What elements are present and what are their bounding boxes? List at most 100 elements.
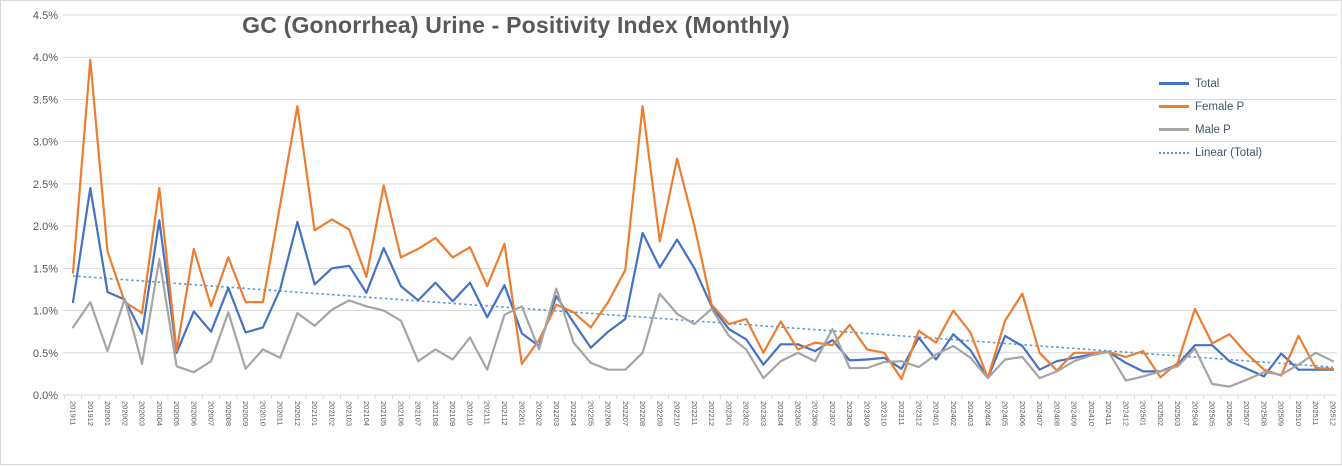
x-axis-tick-label: 202008 <box>224 401 233 426</box>
x-axis-ticks <box>63 395 1342 399</box>
x-axis-tick-label: 202505 <box>1208 401 1217 426</box>
x-axis-tick-label: 202012 <box>293 401 302 426</box>
series-line-male-p <box>71 257 1335 388</box>
x-axis-tick-label: 202002 <box>120 401 129 426</box>
x-axis-tick-label: 202301 <box>724 401 733 426</box>
y-axis-tick-label: 0.0% <box>33 390 58 402</box>
x-axis-tick-label: 202302 <box>742 401 751 426</box>
x-axis-tick-label: 202507 <box>1242 401 1251 426</box>
x-axis-tick-label: 202005 <box>172 401 181 426</box>
x-axis-tick-label: 202502 <box>1156 401 1165 426</box>
x-axis-labels: 201911 201912 202001 202002 202003 202004 2020… <box>69 401 1338 426</box>
x-axis-tick-label: 201912 <box>86 401 95 426</box>
legend: Total Female P Male P Linear (Total) <box>1159 72 1262 164</box>
x-axis-tick-label: 202306 <box>811 401 820 426</box>
x-axis-tick-label: 202009 <box>241 401 250 426</box>
x-axis-tick-label: 202407 <box>1035 401 1044 426</box>
x-axis-tick-label: 202403 <box>966 401 975 426</box>
x-axis-tick-label: 202110 <box>465 401 474 425</box>
x-axis-tick-label: 202310 <box>880 401 889 426</box>
x-axis-tick-label: 202305 <box>793 401 802 426</box>
legend-swatch-male-p <box>1159 128 1189 131</box>
x-axis-tick-label: 202205 <box>586 401 595 426</box>
y-axis-labels: 0.0% 0.5% 1.0% 1.5% 2.0% 2.5% 3.0% 3.5% 4.0% 4.5% <box>33 10 58 402</box>
x-axis-tick-label: 202404 <box>983 401 992 426</box>
chart-title: GC (Gonorrhea) Urine - Positivity Index … <box>242 12 790 38</box>
series-line-total <box>71 187 1335 380</box>
legend-item-total[interactable]: Total <box>1159 72 1262 95</box>
x-axis-tick-label: 202409 <box>1070 401 1079 426</box>
x-axis-tick-label: 202207 <box>621 401 630 426</box>
x-axis-tick-label: 202511 <box>1311 401 1320 425</box>
legend-item-male-p[interactable]: Male P <box>1159 118 1262 141</box>
x-axis-tick-label: 202004 <box>155 401 164 426</box>
legend-item-linear-total[interactable]: Linear (Total) <box>1159 141 1262 164</box>
x-axis-tick-label: 202503 <box>1173 401 1182 426</box>
x-axis-tick-label: 202006 <box>189 401 198 426</box>
legend-swatch-total <box>1159 82 1189 85</box>
x-axis-tick-label: 202209 <box>655 401 664 426</box>
x-axis-tick-label: 202304 <box>776 401 785 426</box>
y-axis-tick-label: 4.5% <box>33 10 58 22</box>
legend-label-female-p: Female P <box>1195 100 1245 113</box>
x-axis-tick-label: 202003 <box>138 401 147 426</box>
y-axis-tick-label: 1.0% <box>33 306 58 318</box>
x-axis-tick-label: 202307 <box>828 401 837 426</box>
x-axis-tick-label: 202109 <box>448 401 457 426</box>
x-axis-tick-label: 202010 <box>258 401 267 426</box>
x-axis-tick-label: 202106 <box>396 401 405 426</box>
y-axis-tick-label: 3.0% <box>33 137 58 149</box>
legend-label-linear-total: Linear (Total) <box>1195 146 1263 159</box>
x-axis-tick-label: 202311 <box>897 401 906 425</box>
y-axis-tick-label: 0.5% <box>33 348 58 360</box>
x-axis-tick-label: 202408 <box>1052 401 1061 426</box>
x-axis-tick-label: 202112 <box>500 401 509 425</box>
x-axis-tick-label: 202001 <box>103 401 112 426</box>
trendline-linear-total <box>72 275 1334 368</box>
x-axis-tick-label: 202405 <box>1001 401 1010 426</box>
x-axis-tick-label: 202308 <box>845 401 854 426</box>
x-axis-tick-label: 202412 <box>1121 401 1130 426</box>
x-axis-tick-label: 202512 <box>1329 401 1338 426</box>
x-axis-tick-label: 201911 <box>69 401 78 425</box>
x-axis-tick-label: 202204 <box>569 401 578 426</box>
x-axis-tick-label: 202011 <box>276 401 285 425</box>
y-axis-tick-label: 2.0% <box>33 221 58 233</box>
x-axis-tick-label: 202510 <box>1294 401 1303 426</box>
x-axis-tick-label: 202401 <box>932 401 941 426</box>
x-axis-tick-label: 202402 <box>949 401 958 426</box>
x-axis-tick-label: 202102 <box>327 401 336 426</box>
x-axis-tick-label: 202211 <box>690 401 699 425</box>
legend-swatch-female-p <box>1159 105 1189 108</box>
x-axis-tick-label: 202501 <box>1139 401 1148 426</box>
x-axis-tick-label: 202105 <box>379 401 388 426</box>
x-axis-tick-label: 202312 <box>914 401 923 426</box>
x-axis-tick-label: 202101 <box>310 401 319 426</box>
x-axis-tick-label: 202208 <box>638 401 647 426</box>
legend-label-male-p: Male P <box>1195 123 1231 136</box>
legend-swatch-linear-total <box>1159 151 1189 154</box>
x-axis-tick-label: 202210 <box>673 401 682 426</box>
y-axis-tick-label: 3.5% <box>33 94 58 106</box>
y-axis-tick-label: 2.5% <box>33 179 58 191</box>
x-axis-tick-label: 202410 <box>1087 401 1096 426</box>
x-axis-tick-label: 202201 <box>517 401 526 426</box>
x-axis-tick-label: 202111 <box>483 401 492 425</box>
series-line-female-p <box>71 58 1335 381</box>
x-axis-tick-label: 202504 <box>1190 401 1199 426</box>
legend-item-female-p[interactable]: Female P <box>1159 95 1262 118</box>
x-axis-tick-label: 202506 <box>1225 401 1234 426</box>
x-axis-tick-label: 202103 <box>345 401 354 426</box>
x-axis-tick-label: 202104 <box>362 401 371 426</box>
x-axis-tick-label: 202202 <box>535 401 544 426</box>
x-axis-tick-label: 202108 <box>431 401 440 426</box>
y-axis-tick-label: 4.0% <box>33 52 58 64</box>
x-axis-tick-label: 202508 <box>1259 401 1268 426</box>
legend-label-total: Total <box>1195 77 1220 90</box>
x-axis-tick-label: 202007 <box>207 401 216 426</box>
x-axis-tick-label: 202406 <box>1018 401 1027 426</box>
x-axis-tick-label: 202509 <box>1277 401 1286 426</box>
gridlines <box>63 14 1337 396</box>
x-axis-tick-label: 202203 <box>552 401 561 426</box>
